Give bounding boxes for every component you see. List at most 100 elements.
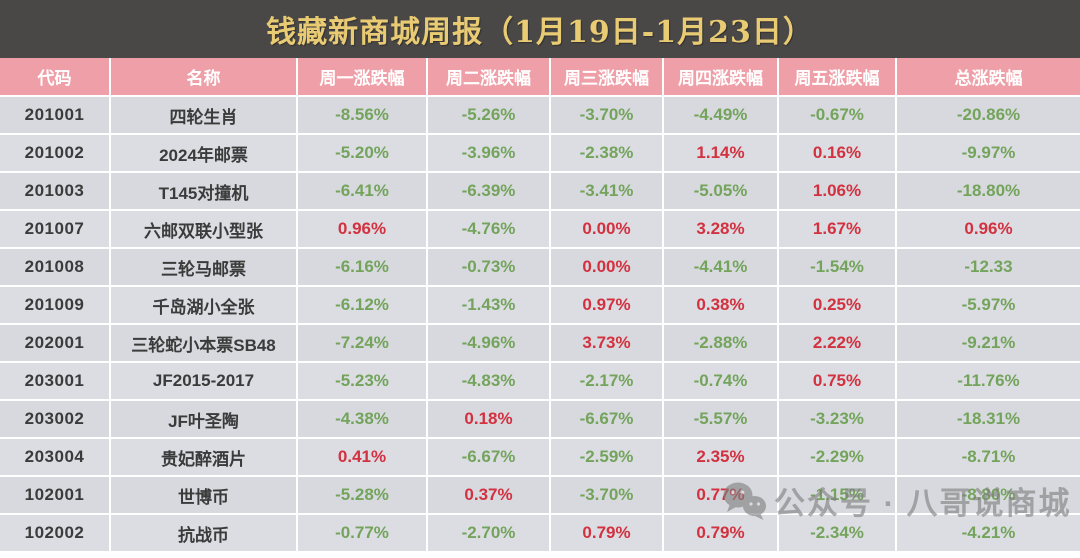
change-cell: -8.80% <box>895 475 1080 515</box>
name-cell: 2024年邮票 <box>109 133 298 173</box>
change-cell: 0.96% <box>296 209 428 249</box>
code-cell: 102001 <box>0 475 111 515</box>
change-cell: -5.05% <box>662 171 779 211</box>
code-cell: 201001 <box>0 95 111 135</box>
name-cell: 六邮双联小型张 <box>109 209 298 249</box>
change-cell: 0.77% <box>662 475 779 515</box>
change-cell: -2.70% <box>426 513 551 553</box>
change-cell: -2.29% <box>777 437 897 477</box>
change-cell: -7.24% <box>296 323 428 363</box>
change-cell: 0.38% <box>662 285 779 325</box>
name-cell: 千岛湖小全张 <box>109 285 298 325</box>
name-cell: 三轮蛇小本票SB48 <box>109 323 298 363</box>
code-cell: 203004 <box>0 437 111 477</box>
change-cell: -4.41% <box>662 247 779 287</box>
name-cell: JF2015-2017 <box>109 361 298 401</box>
change-cell: -5.23% <box>296 361 428 401</box>
column-header-4: 周三涨跌幅 <box>549 58 664 97</box>
change-cell: -18.80% <box>895 171 1080 211</box>
change-cell: 0.00% <box>549 209 664 249</box>
column-header-5: 周四涨跌幅 <box>662 58 779 97</box>
table-row: 203002 JF叶圣陶 -4.38% 0.18% -6.67% -5.57% -3.23%… <box>0 399 1080 439</box>
change-cell: -3.96% <box>426 133 551 173</box>
change-cell: 1.14% <box>662 133 779 173</box>
change-cell: 0.37% <box>426 475 551 515</box>
change-cell: 3.73% <box>549 323 664 363</box>
change-cell: -2.88% <box>662 323 779 363</box>
table-row: 201008 三轮马邮票 -6.16% -0.73% 0.00% -4.41% -1.54%… <box>0 247 1080 287</box>
change-cell: 0.18% <box>426 399 551 439</box>
change-cell: -3.23% <box>777 399 897 439</box>
change-cell: 1.06% <box>777 171 897 211</box>
change-cell: -6.67% <box>549 399 664 439</box>
change-cell: -6.67% <box>426 437 551 477</box>
name-cell: 贵妃醉酒片 <box>109 437 298 477</box>
change-cell: -5.57% <box>662 399 779 439</box>
weekly-report-table: 代码 名称 周一涨跌幅 周二涨跌幅 周三涨跌幅 周四涨跌幅 周五涨跌幅 总涨跌幅 201001… <box>0 58 1080 553</box>
change-cell: -20.86% <box>895 95 1080 135</box>
change-cell: -4.96% <box>426 323 551 363</box>
table-header-row: 代码 名称 周一涨跌幅 周二涨跌幅 周三涨跌幅 周四涨跌幅 周五涨跌幅 总涨跌幅 <box>0 58 1080 97</box>
column-header-0: 代码 <box>0 58 111 97</box>
column-header-3: 周二涨跌幅 <box>426 58 551 97</box>
change-cell: -8.56% <box>296 95 428 135</box>
table-row: 201009 千岛湖小全张 -6.12% -1.43% 0.97% 0.38% 0.25% -… <box>0 285 1080 325</box>
change-cell: -6.16% <box>296 247 428 287</box>
change-cell: -0.67% <box>777 95 897 135</box>
change-cell: -5.28% <box>296 475 428 515</box>
change-cell: -1.43% <box>426 285 551 325</box>
change-cell: -1.54% <box>777 247 897 287</box>
code-cell: 203002 <box>0 399 111 439</box>
change-cell: -9.21% <box>895 323 1080 363</box>
change-cell: -5.97% <box>895 285 1080 325</box>
table-row: 201003 T145对撞机 -6.41% -6.39% -3.41% -5.05% 1.0… <box>0 171 1080 211</box>
name-cell: 抗战币 <box>109 513 298 553</box>
change-cell: 0.41% <box>296 437 428 477</box>
change-cell: 0.75% <box>777 361 897 401</box>
change-cell: -9.97% <box>895 133 1080 173</box>
column-header-6: 周五涨跌幅 <box>777 58 897 97</box>
table-row: 201002 2024年邮票 -5.20% -3.96% -2.38% 1.14% 0.16… <box>0 133 1080 173</box>
name-cell: 四轮生肖 <box>109 95 298 135</box>
code-cell: 201009 <box>0 285 111 325</box>
change-cell: -6.39% <box>426 171 551 211</box>
code-cell: 203001 <box>0 361 111 401</box>
table-row: 102001 世博币 -5.28% 0.37% -3.70% 0.77% -1.15% -8.… <box>0 475 1080 515</box>
change-cell: -6.12% <box>296 285 428 325</box>
change-cell: -2.59% <box>549 437 664 477</box>
name-cell: 三轮马邮票 <box>109 247 298 287</box>
change-cell: 0.16% <box>777 133 897 173</box>
change-cell: 0.79% <box>549 513 664 553</box>
change-cell: -11.76% <box>895 361 1080 401</box>
change-cell: 0.79% <box>662 513 779 553</box>
column-header-1: 名称 <box>109 58 298 97</box>
table-row: 201007 六邮双联小型张 0.96% -4.76% 0.00% 3.28% 1.67% 0… <box>0 209 1080 249</box>
change-cell: 1.67% <box>777 209 897 249</box>
column-header-7: 总涨跌幅 <box>895 58 1080 97</box>
title-bar: 钱藏新商城周报（1月19日-1月23日） <box>0 0 1080 58</box>
code-cell: 201002 <box>0 133 111 173</box>
name-cell: T145对撞机 <box>109 171 298 211</box>
change-cell: -4.38% <box>296 399 428 439</box>
change-cell: 0.97% <box>549 285 664 325</box>
column-header-2: 周一涨跌幅 <box>296 58 428 97</box>
change-cell: -6.41% <box>296 171 428 211</box>
change-cell: 2.35% <box>662 437 779 477</box>
change-cell: 2.22% <box>777 323 897 363</box>
code-cell: 102002 <box>0 513 111 553</box>
table-row: 201001 四轮生肖 -8.56% -5.26% -3.70% -4.49% -0.67%… <box>0 95 1080 135</box>
table-row: 203004 贵妃醉酒片 0.41% -6.67% -2.59% 2.35% -2.29% -… <box>0 437 1080 477</box>
name-cell: 世博币 <box>109 475 298 515</box>
code-cell: 202001 <box>0 323 111 363</box>
change-cell: -4.49% <box>662 95 779 135</box>
change-cell: -5.26% <box>426 95 551 135</box>
change-cell: -5.20% <box>296 133 428 173</box>
change-cell: 3.28% <box>662 209 779 249</box>
change-cell: -4.21% <box>895 513 1080 553</box>
change-cell: -1.15% <box>777 475 897 515</box>
code-cell: 201003 <box>0 171 111 211</box>
change-cell: -4.76% <box>426 209 551 249</box>
change-cell: -2.38% <box>549 133 664 173</box>
change-cell: -2.34% <box>777 513 897 553</box>
change-cell: -2.17% <box>549 361 664 401</box>
